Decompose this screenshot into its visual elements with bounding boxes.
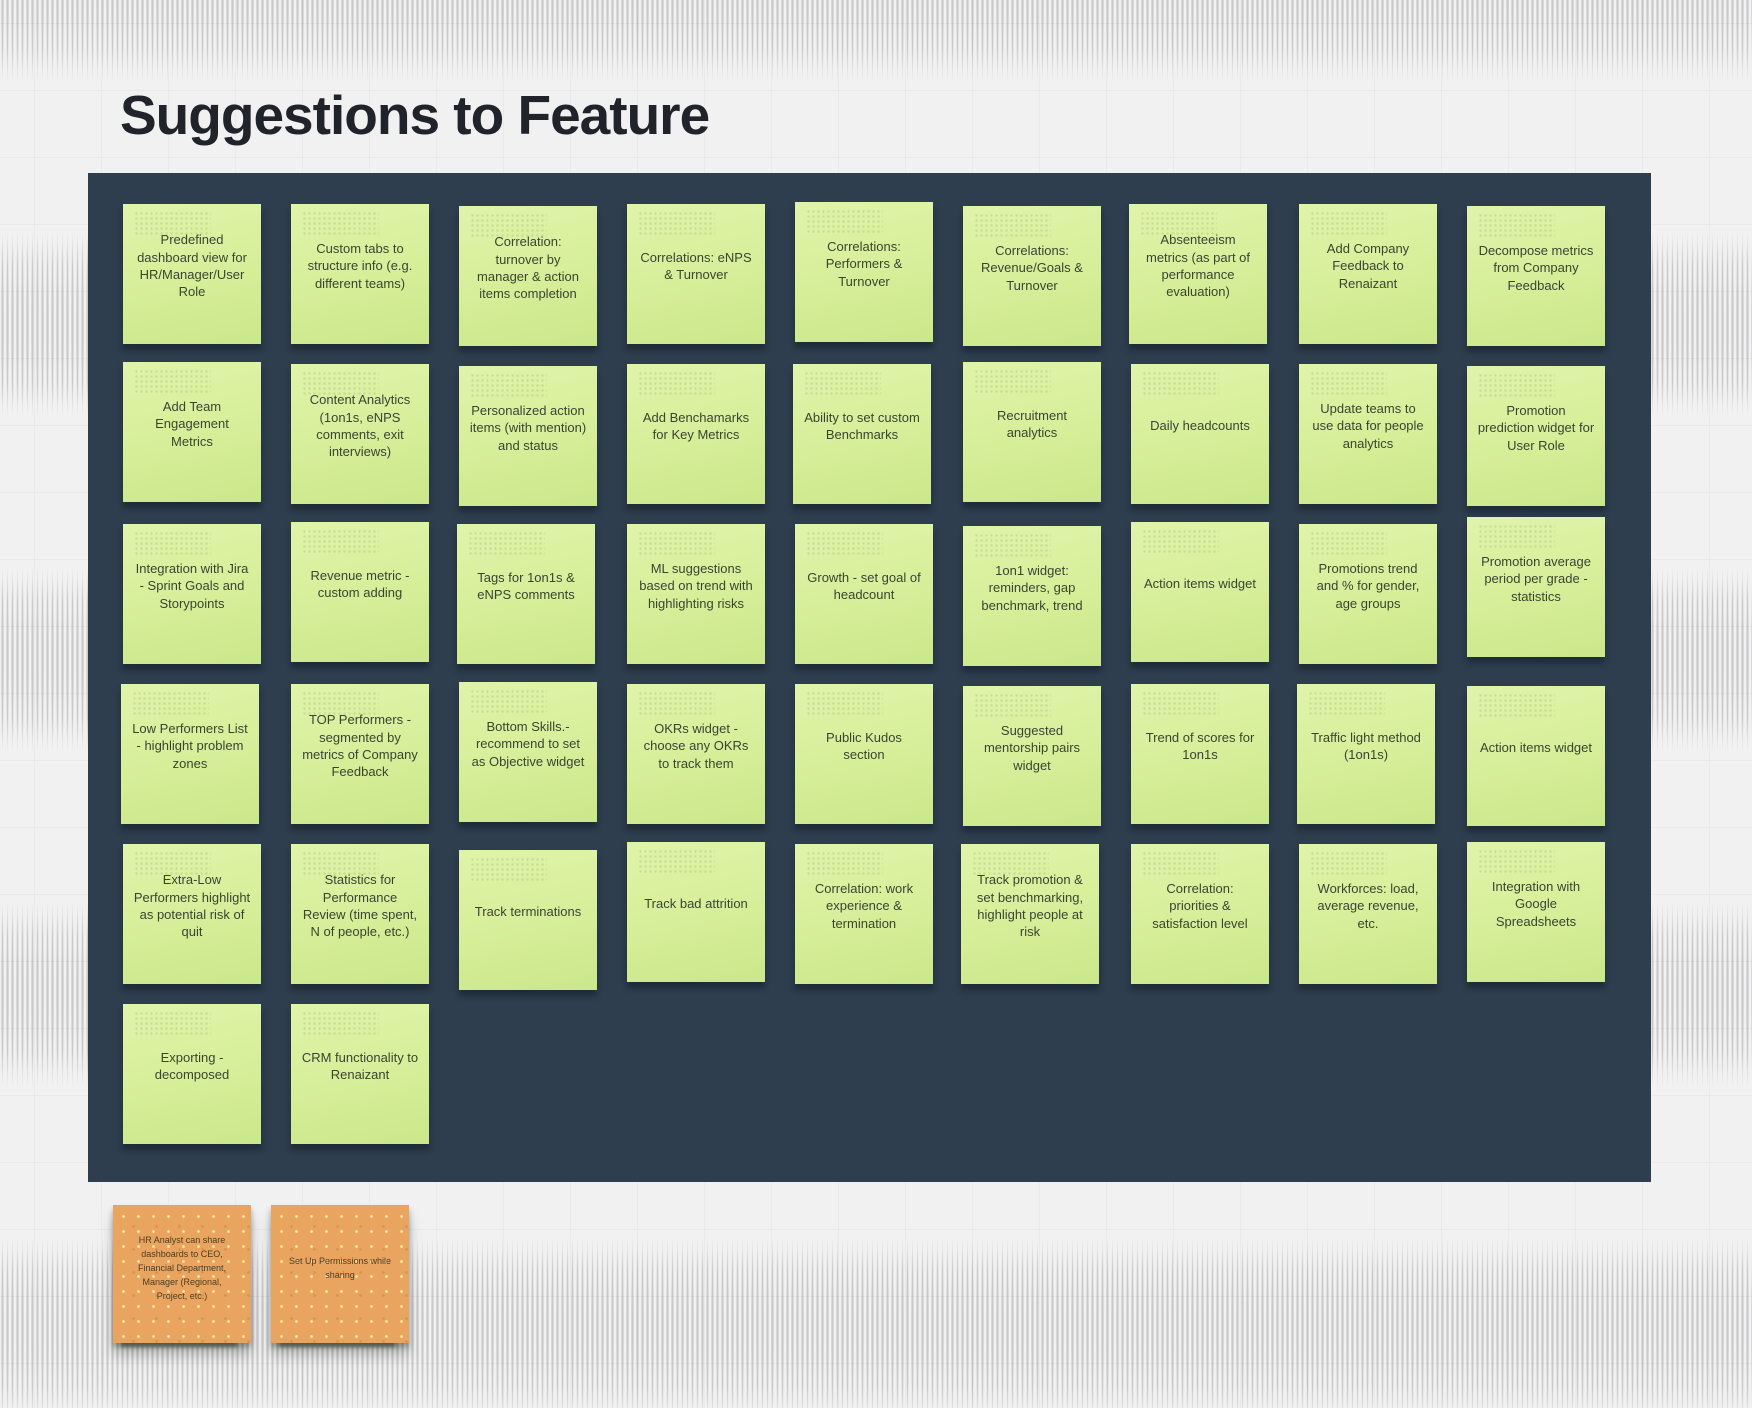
sharing-sticky-note[interactable]: HR Analyst can share dashboards to CEO, … bbox=[113, 1205, 251, 1343]
sticky-note[interactable]: Trend of scores for 1on1s bbox=[1131, 684, 1269, 824]
sticky-note[interactable]: Correlations: Performers & Turnover bbox=[795, 202, 933, 342]
sticky-note[interactable]: Ability to set custom Benchmarks bbox=[793, 364, 931, 504]
sticky-note[interactable]: Extra-Low Performers highlight as potent… bbox=[123, 844, 261, 984]
sticky-note[interactable]: Bottom Skills.- recommend to set as Obje… bbox=[459, 682, 597, 822]
sticky-note[interactable]: Exporting - decomposed bbox=[123, 1004, 261, 1144]
sticky-note[interactable]: Promotions trend and % for gender, age g… bbox=[1299, 524, 1437, 664]
sticky-note[interactable]: Recruitment analytics bbox=[963, 362, 1101, 502]
sticky-note[interactable]: Correlation: work experience & terminati… bbox=[795, 844, 933, 984]
sticky-note[interactable]: Track terminations bbox=[459, 850, 597, 990]
sticky-note[interactable]: Personalized action items (with mention)… bbox=[459, 366, 597, 506]
sticky-note[interactable]: ML suggestions based on trend with highl… bbox=[627, 524, 765, 664]
sticky-note[interactable]: Traffic light method (1on1s) bbox=[1297, 684, 1435, 824]
sticky-note[interactable]: Correlations: Revenue/Goals & Turnover bbox=[963, 206, 1101, 346]
sticky-note[interactable]: Daily headcounts bbox=[1131, 364, 1269, 504]
sticky-note[interactable]: OKRs widget - choose any OKRs to track t… bbox=[627, 684, 765, 824]
sticky-note[interactable]: TOP Performers - segmented by metrics of… bbox=[291, 684, 429, 824]
sticky-note[interactable]: Action items widget bbox=[1131, 522, 1269, 662]
sticky-note[interactable]: Promotion average period per grade - sta… bbox=[1467, 517, 1605, 657]
sticky-note[interactable]: Content Analytics (1on1s, eNPS comments,… bbox=[291, 364, 429, 504]
sticky-note[interactable]: Workforces: load, average revenue, etc. bbox=[1299, 844, 1437, 984]
sticky-note[interactable]: Public Kudos section bbox=[795, 684, 933, 824]
sticky-note[interactable]: Tags for 1on1s & eNPS comments bbox=[457, 524, 595, 664]
sticky-note[interactable]: Predefined dashboard view for HR/Manager… bbox=[123, 204, 261, 344]
suggestions-frame[interactable]: Predefined dashboard view for HR/Manager… bbox=[88, 173, 1651, 1182]
sticky-note[interactable]: Revenue metric - custom adding bbox=[291, 522, 429, 662]
sticky-note[interactable]: Correlation: priorities & satisfaction l… bbox=[1131, 844, 1269, 984]
sticky-note[interactable]: Update teams to use data for people anal… bbox=[1299, 364, 1437, 504]
sticky-note[interactable]: Suggested mentorship pairs widget bbox=[963, 686, 1101, 826]
sticky-note[interactable]: Correlations: eNPS & Turnover bbox=[627, 204, 765, 344]
sticky-note[interactable]: Statistics for Performance Review (time … bbox=[291, 844, 429, 984]
sticky-note[interactable]: Low Performers List - highlight problem … bbox=[121, 684, 259, 824]
sticky-note[interactable]: Absenteeism metrics (as part of performa… bbox=[1129, 204, 1267, 344]
sticky-note[interactable]: CRM functionality to Renaizant bbox=[291, 1004, 429, 1144]
sticky-note[interactable]: Track promotion & set benchmarking, high… bbox=[961, 844, 1099, 984]
sticky-note[interactable]: Add Team Engagement Metrics bbox=[123, 362, 261, 502]
sticky-note[interactable]: Correlation: turnover by manager & actio… bbox=[459, 206, 597, 346]
sticky-note[interactable]: Track bad attrition bbox=[627, 842, 765, 982]
sticky-note[interactable]: Add Company Feedback to Renaizant bbox=[1299, 204, 1437, 344]
sticky-note[interactable]: Integration with Google Spreadsheets bbox=[1467, 842, 1605, 982]
sticky-note[interactable]: Custom tabs to structure info (e.g. diff… bbox=[291, 204, 429, 344]
sticky-note[interactable]: Growth - set goal of headcount bbox=[795, 524, 933, 664]
sticky-note[interactable]: Add Benchamarks for Key Metrics bbox=[627, 364, 765, 504]
sticky-note[interactable]: Promotion prediction widget for User Rol… bbox=[1467, 366, 1605, 506]
board-title: Suggestions to Feature bbox=[120, 84, 710, 146]
sticky-note[interactable]: 1on1 widget: reminders, gap benchmark, t… bbox=[963, 526, 1101, 666]
sticky-note[interactable]: Action items widget bbox=[1467, 686, 1605, 826]
permissions-sticky-note[interactable]: Set Up Permissions while sharing bbox=[271, 1205, 409, 1343]
sticky-note[interactable]: Integration with Jira - Sprint Goals and… bbox=[123, 524, 261, 664]
sticky-note[interactable]: Decompose metrics from Company Feedback bbox=[1467, 206, 1605, 346]
